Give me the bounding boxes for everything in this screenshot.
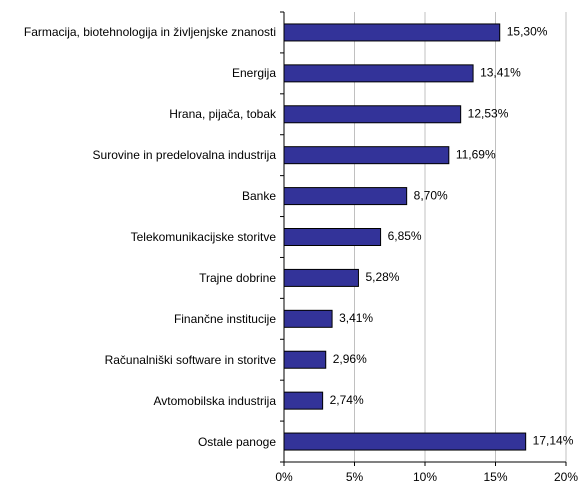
category-label: Telekomunikacijske storitve xyxy=(0,219,276,255)
category-text: Telekomunikacijske storitve xyxy=(130,230,276,244)
category-label: Avtomobilska industrija xyxy=(0,383,276,419)
value-label: 11,69% xyxy=(456,147,496,161)
bar xyxy=(283,187,408,206)
bar xyxy=(283,105,462,124)
value-label: 15,30% xyxy=(507,25,548,39)
x-tick-label: 10% xyxy=(413,470,437,484)
value-label: 13,41% xyxy=(480,66,521,80)
value-label: 2,96% xyxy=(333,352,367,366)
category-text: Računalniški software in storitve xyxy=(104,352,276,367)
x-tick-label: 5% xyxy=(346,470,364,484)
value-label: 3,41% xyxy=(339,311,373,325)
category-text: Hrana, pijača, tobak xyxy=(169,107,276,122)
category-text: Banke xyxy=(241,189,276,204)
bar xyxy=(283,228,382,246)
bar xyxy=(283,146,450,165)
category-text: Finančne institucije xyxy=(173,311,276,326)
category-text: Ostale panoge xyxy=(197,434,276,449)
bar xyxy=(283,268,359,287)
category-label: Trajne dobrine xyxy=(0,260,276,296)
bar xyxy=(283,391,324,410)
bar xyxy=(283,23,501,42)
category-text: Surovine in predelovalna industrija xyxy=(92,148,276,163)
bar xyxy=(283,309,333,328)
category-label: Farmacija, biotehnologija in življenjske… xyxy=(0,14,276,50)
category-label: Hrana, pijača, tobak xyxy=(0,96,276,132)
category-label: Računalniški software in storitve xyxy=(0,342,276,378)
bar xyxy=(283,64,474,83)
value-label: 17,14% xyxy=(533,434,574,448)
category-label: Finančne institucije xyxy=(0,301,276,337)
bar xyxy=(283,350,327,369)
category-label: Energija xyxy=(0,55,276,91)
category-label: Banke xyxy=(0,178,276,214)
category-text: Avtomobilska industrija xyxy=(153,393,276,408)
x-tick-label: 20% xyxy=(554,470,578,484)
value-label: 12,53% xyxy=(468,106,509,120)
x-tick-label: 15% xyxy=(483,470,507,484)
category-text: Energija xyxy=(231,66,276,81)
category-label: Surovine in predelovalna industrija xyxy=(0,137,276,173)
value-label: 8,70% xyxy=(414,188,448,202)
value-label: 2,74% xyxy=(330,393,364,407)
category-label: Ostale panoge xyxy=(0,424,276,460)
value-label: 6,85% xyxy=(388,229,422,243)
category-text: Trajne dobrine xyxy=(199,270,276,285)
bar xyxy=(283,432,527,451)
x-tick-label: 0% xyxy=(275,470,293,484)
value-label: 5,28% xyxy=(365,270,399,284)
category-text: Farmacija, biotehnologija in življenjske… xyxy=(23,25,276,40)
